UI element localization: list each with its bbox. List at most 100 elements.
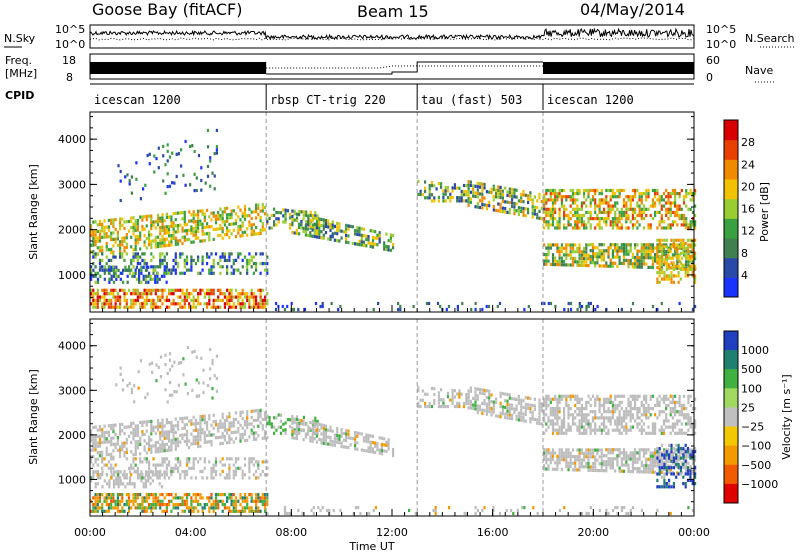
rti-cell — [600, 243, 603, 247]
rti-cell — [672, 280, 675, 284]
rti-cell — [127, 268, 131, 272]
rti-cell — [145, 265, 148, 269]
rti-cell — [152, 499, 155, 503]
rti-cell — [132, 496, 135, 500]
rti-cell — [181, 235, 184, 239]
rti-cell — [203, 430, 206, 435]
rti-cell — [125, 242, 128, 246]
rti-cell — [201, 258, 204, 262]
rti-cell — [161, 213, 164, 217]
rti-cell — [156, 280, 159, 284]
rti-cell — [114, 271, 117, 275]
rti-cell — [314, 226, 317, 230]
rti-cell — [257, 305, 260, 309]
rti-cell — [540, 409, 543, 413]
rti-cell — [315, 428, 319, 432]
rti-cell — [545, 259, 548, 263]
rti-cell — [594, 428, 597, 432]
rti-cell — [259, 411, 262, 416]
rti-cell — [671, 188, 674, 193]
rti-cell — [248, 295, 251, 299]
rti-cell — [219, 422, 222, 426]
rti-cell — [665, 274, 668, 278]
rti-cell — [504, 200, 507, 204]
rti-cell — [585, 428, 588, 432]
rti-cell — [291, 417, 294, 421]
rti-cell — [689, 267, 692, 271]
rti-cell — [638, 195, 641, 199]
rti-cell — [642, 413, 646, 417]
rti-cell — [316, 425, 319, 429]
rti-cell — [125, 305, 128, 309]
rti-cell — [94, 271, 97, 275]
rti-cell — [156, 305, 160, 309]
rti-cell — [669, 394, 672, 398]
rti-cell — [565, 246, 568, 250]
rti-cell — [134, 443, 137, 447]
rti-cell — [678, 431, 681, 435]
rti-cell — [123, 451, 126, 455]
rti-cell — [614, 419, 617, 423]
rti-cell — [110, 427, 113, 431]
rti-cell — [682, 407, 686, 411]
rti-cell — [163, 244, 166, 248]
rti-cell — [551, 413, 555, 417]
rti-cell — [636, 265, 639, 269]
rti-cell — [569, 397, 572, 401]
rti-cell — [614, 407, 617, 411]
rti-cell — [223, 302, 226, 306]
rti-cell — [618, 410, 621, 414]
rti-cell — [141, 506, 144, 510]
rti-cell — [365, 433, 368, 437]
rti-cell — [469, 403, 472, 407]
rti-cell — [130, 390, 133, 395]
rti-cell — [687, 226, 690, 230]
rti-cell — [614, 246, 617, 250]
rti-cell — [658, 258, 661, 262]
rti-cell — [556, 223, 559, 227]
rti-cell — [587, 304, 590, 309]
rti-cell — [107, 292, 110, 296]
rti-cell — [472, 184, 475, 188]
rti-cell — [682, 251, 685, 255]
rti-cell — [103, 277, 106, 281]
rti-cell — [336, 221, 339, 225]
rti-cell — [560, 204, 563, 208]
rti-cell — [144, 277, 148, 281]
rti-cell — [132, 292, 135, 296]
rti-cell — [248, 298, 251, 302]
rti-cell — [170, 442, 173, 446]
rti-cell — [201, 209, 204, 213]
rti-cell — [440, 185, 443, 189]
rti-cell — [565, 458, 568, 462]
rti-cell — [631, 425, 634, 429]
rti-cell — [634, 262, 637, 266]
rti-cell — [134, 241, 137, 245]
rti-cell — [600, 188, 603, 193]
rti-cell — [208, 292, 211, 296]
rti-cell — [640, 262, 643, 266]
rti-cell — [105, 255, 108, 259]
rti-cell — [112, 485, 116, 489]
rti-cell — [444, 199, 447, 203]
rti-cell — [634, 246, 637, 250]
rti-cell — [181, 469, 184, 474]
rti-cell — [295, 430, 298, 434]
rti-cell — [148, 493, 151, 497]
rti-cell — [651, 262, 654, 266]
rti-cell — [144, 183, 147, 187]
rti-cell — [533, 417, 536, 421]
rti-cell — [148, 271, 151, 275]
rti-cell — [547, 213, 550, 218]
rti-cell — [275, 217, 278, 221]
rti-cell — [101, 460, 104, 464]
rti-cell — [110, 277, 113, 281]
rti-cell — [517, 411, 520, 415]
rti-cell — [369, 229, 372, 233]
rti-cell — [315, 229, 319, 233]
rti-cell — [460, 392, 463, 396]
rti-cell — [594, 455, 597, 459]
rti-cell — [662, 428, 666, 432]
rti-cell — [589, 217, 592, 221]
rti-cell — [399, 304, 402, 309]
